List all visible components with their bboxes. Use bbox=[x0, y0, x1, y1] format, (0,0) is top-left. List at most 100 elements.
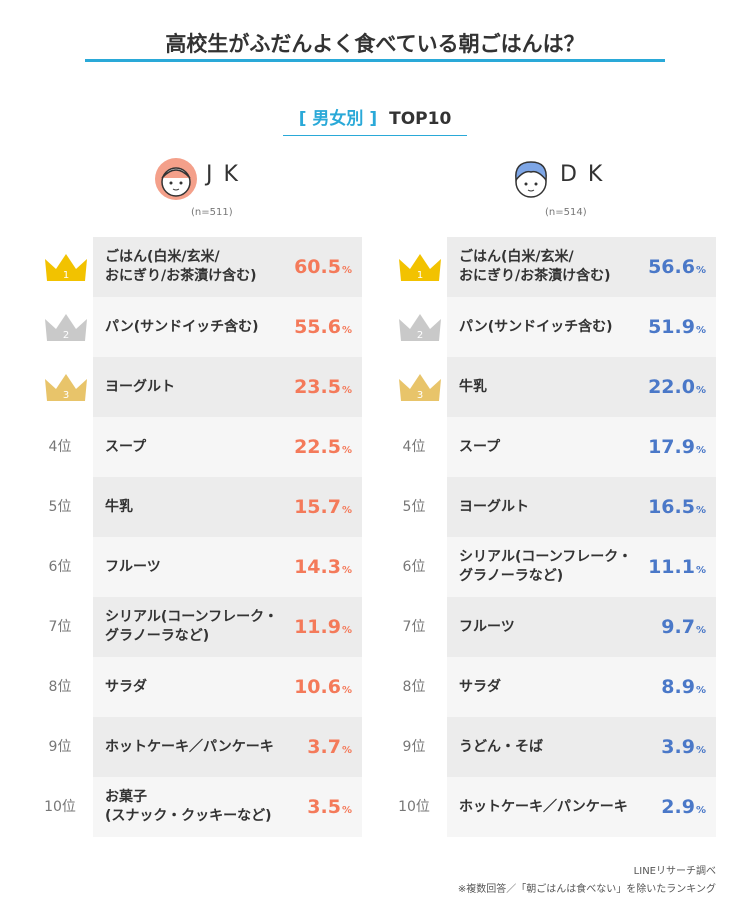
item-name: お菓子 (スナック・クッキーなど) bbox=[105, 789, 272, 824]
value-number: 2.9 bbox=[661, 796, 695, 818]
rank: 5位 bbox=[402, 499, 426, 515]
rank: 7位 bbox=[48, 619, 72, 635]
crown-rank: 1 bbox=[63, 270, 69, 281]
row: 牛乳 22.0% bbox=[447, 357, 716, 417]
item-value: 51.9% bbox=[648, 297, 706, 357]
subtitle-tag: [ 男女別 ] bbox=[298, 109, 378, 129]
row: スープ 22.5% bbox=[93, 417, 362, 477]
item-name: 牛乳 bbox=[105, 498, 133, 515]
rank: 5位 bbox=[48, 499, 72, 515]
value-unit: % bbox=[341, 684, 352, 696]
row: ヨーグルト 16.5% bbox=[447, 477, 716, 537]
row: お菓子 (スナック・クッキーなど) 3.5% bbox=[93, 777, 362, 837]
item-value: 22.0% bbox=[648, 357, 706, 417]
subtitle: [ 男女別 ] TOP10 bbox=[0, 104, 750, 129]
value-number: 15.7 bbox=[294, 496, 341, 518]
value-unit: % bbox=[341, 504, 352, 516]
item-name: 牛乳 bbox=[459, 378, 487, 395]
item-name: パン(サンドイッチ含む) bbox=[459, 318, 613, 335]
item-name: うどん・そば bbox=[459, 738, 543, 755]
value-number: 23.5 bbox=[294, 376, 341, 398]
rank: 8位 bbox=[402, 679, 426, 695]
item-name: フルーツ bbox=[459, 618, 515, 635]
value-unit: % bbox=[341, 804, 352, 816]
row: フルーツ 14.3% bbox=[93, 537, 362, 597]
row: ごはん(白米/玄米/ おにぎり/お茶漬け含む) 56.6% bbox=[447, 237, 716, 297]
item-value: 14.3% bbox=[294, 537, 352, 597]
row: パン(サンドイッチ含む) 51.9% bbox=[447, 297, 716, 357]
item-value: 11.1% bbox=[648, 537, 706, 597]
value-number: 3.9 bbox=[661, 736, 695, 758]
crown: 3 bbox=[45, 374, 87, 401]
item-name: ホットケーキ／パンケーキ bbox=[459, 798, 628, 815]
row: ホットケーキ／パンケーキ 3.7% bbox=[93, 717, 362, 777]
title-underline bbox=[85, 59, 665, 62]
value-number: 9.7 bbox=[661, 616, 695, 638]
value-unit: % bbox=[341, 744, 352, 756]
rank: 4位 bbox=[48, 439, 72, 455]
item-value: 55.6% bbox=[294, 297, 352, 357]
row: ヨーグルト 23.5% bbox=[93, 357, 362, 417]
row: シリアル(コーンフレーク・ グラノーラなど) 11.9% bbox=[93, 597, 362, 657]
row: ホットケーキ／パンケーキ 2.9% bbox=[447, 777, 716, 837]
value-unit: % bbox=[341, 264, 352, 276]
value-unit: % bbox=[341, 324, 352, 336]
value-number: 22.0 bbox=[648, 376, 695, 398]
value-number: 8.9 bbox=[661, 676, 695, 698]
rank: 10位 bbox=[398, 799, 430, 815]
row: サラダ 8.9% bbox=[447, 657, 716, 717]
value-unit: % bbox=[341, 444, 352, 456]
crown: 3 bbox=[399, 374, 441, 401]
item-name: スープ bbox=[459, 438, 501, 455]
value-unit: % bbox=[695, 744, 706, 756]
value-number: 56.6 bbox=[648, 256, 695, 278]
value-number: 14.3 bbox=[294, 556, 341, 578]
item-value: 23.5% bbox=[294, 357, 352, 417]
jk-icon bbox=[155, 158, 197, 200]
item-value: 22.5% bbox=[294, 417, 352, 477]
sample-size: (n=514) bbox=[545, 207, 587, 218]
rank: 6位 bbox=[402, 559, 426, 575]
value-number: 11.9 bbox=[294, 616, 341, 638]
item-name: フルーツ bbox=[105, 558, 161, 575]
crown-rank: 1 bbox=[417, 270, 423, 281]
row: ごはん(白米/玄米/ おにぎり/お茶漬け含む) 60.5% bbox=[93, 237, 362, 297]
crown: 1 bbox=[45, 254, 87, 281]
item-value: 3.9% bbox=[661, 717, 706, 777]
rank: 4位 bbox=[402, 439, 426, 455]
value-unit: % bbox=[695, 444, 706, 456]
value-unit: % bbox=[341, 564, 352, 576]
sample-size: (n=511) bbox=[191, 207, 233, 218]
value-unit: % bbox=[695, 324, 706, 336]
item-value: 8.9% bbox=[661, 657, 706, 717]
row: サラダ 10.6% bbox=[93, 657, 362, 717]
crown: 2 bbox=[45, 314, 87, 341]
value-number: 3.7 bbox=[307, 736, 341, 758]
rank: 9位 bbox=[402, 739, 426, 755]
crown-rank: 2 bbox=[417, 330, 423, 341]
value-unit: % bbox=[695, 684, 706, 696]
row: スープ 17.9% bbox=[447, 417, 716, 477]
crown-rank: 3 bbox=[417, 390, 423, 401]
item-name: サラダ bbox=[105, 678, 147, 695]
value-number: 22.5 bbox=[294, 436, 341, 458]
crown: 1 bbox=[399, 254, 441, 281]
item-value: 16.5% bbox=[648, 477, 706, 537]
note: ※複数回答／「朝ごはんは食べない」を除いたランキング bbox=[457, 884, 716, 895]
value-unit: % bbox=[695, 264, 706, 276]
value-number: 17.9 bbox=[648, 436, 695, 458]
value-unit: % bbox=[695, 624, 706, 636]
crown-rank: 3 bbox=[63, 390, 69, 401]
value-unit: % bbox=[695, 384, 706, 396]
group-name: D K bbox=[560, 162, 605, 187]
subtitle-underline bbox=[283, 135, 467, 136]
row: シリアル(コーンフレーク・ グラノーラなど) 11.1% bbox=[447, 537, 716, 597]
rank: 7位 bbox=[402, 619, 426, 635]
item-name: スープ bbox=[105, 438, 147, 455]
item-value: 56.6% bbox=[648, 237, 706, 297]
item-name: ごはん(白米/玄米/ おにぎり/お茶漬け含む) bbox=[105, 249, 257, 284]
value-number: 11.1 bbox=[648, 556, 695, 578]
item-value: 3.5% bbox=[307, 777, 352, 837]
value-number: 16.5 bbox=[648, 496, 695, 518]
item-value: 60.5% bbox=[294, 237, 352, 297]
